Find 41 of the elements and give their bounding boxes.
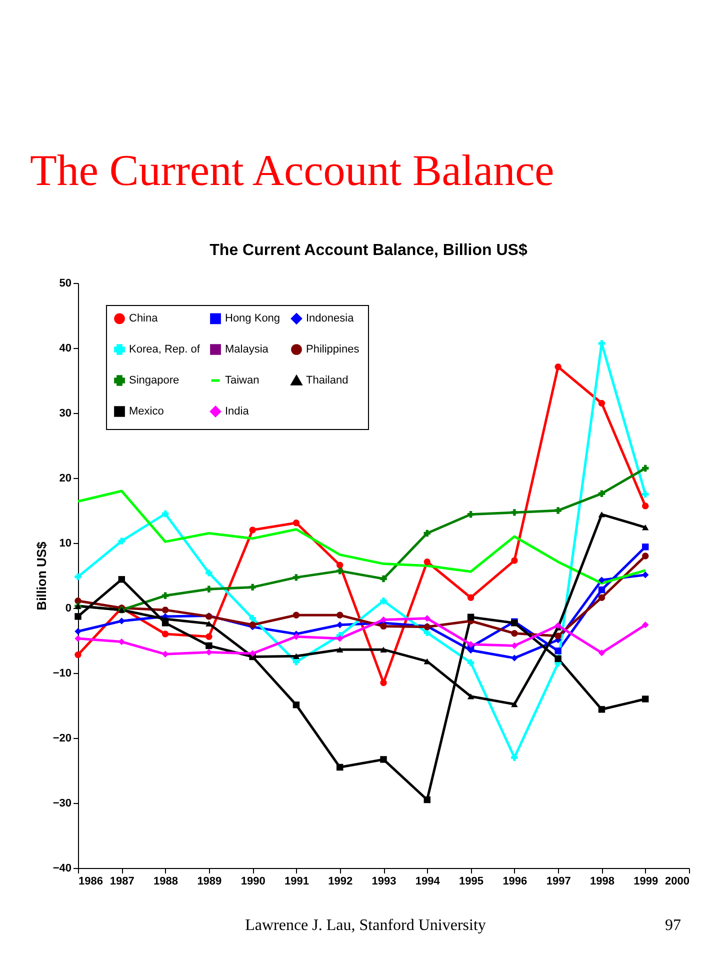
legend-label: Philippines xyxy=(306,344,360,356)
legend-label: Mexico xyxy=(129,406,164,418)
x-tick-label: 1987 xyxy=(110,876,134,888)
x-tick-label: 1992 xyxy=(328,876,353,888)
y-tick-label: 20 xyxy=(59,472,72,484)
x-tick-label: 1991 xyxy=(284,876,309,888)
y-tick-label: −30 xyxy=(52,798,72,810)
y-tick-label: −20 xyxy=(52,732,72,744)
legend-label: Korea, Rep. of xyxy=(129,344,201,356)
x-tick-label: 1993 xyxy=(372,876,396,888)
x-tick-label: 1994 xyxy=(415,876,441,888)
legend-label: Thailand xyxy=(306,374,348,386)
legend-label: Taiwan xyxy=(225,374,260,386)
x-tick-label: 1989 xyxy=(197,876,222,888)
legend-label: China xyxy=(129,312,159,325)
y-tick-label: 0 xyxy=(65,602,72,614)
x-tick-label: 1999 xyxy=(634,876,658,888)
legend-label: Indonesia xyxy=(306,312,355,325)
y-tick-label: 10 xyxy=(59,538,72,550)
x-tick-label: 1996 xyxy=(502,876,528,888)
x-tick-label: 1990 xyxy=(240,876,266,888)
text: 97 xyxy=(665,917,681,934)
y-axis-title: Billion US$ xyxy=(34,540,49,610)
legend-label: Singapore xyxy=(129,374,180,386)
y-tick-label: 40 xyxy=(59,342,72,354)
y-tick-label: 50 xyxy=(59,278,72,290)
text: Lawrence J. Lau, Stanford University xyxy=(245,917,486,934)
legend-label: Hong Kong xyxy=(225,312,280,325)
chart-title: The Current Account Balance xyxy=(30,146,554,195)
y-tick-label: −10 xyxy=(52,668,72,680)
y-tick-label: −40 xyxy=(52,862,72,874)
x-tick-label: 1988 xyxy=(154,876,178,888)
chart-subtitle: The Current Account Balance, Billion US$ xyxy=(210,242,528,259)
x-tick-label: 1986 xyxy=(78,876,103,888)
x-tick-label: 1998 xyxy=(590,876,614,888)
legend-label: India xyxy=(225,406,250,418)
x-tick-label: 1997 xyxy=(546,876,571,888)
y-tick-label: 30 xyxy=(59,408,72,420)
x-tick-label: 2000 xyxy=(665,876,690,888)
legend-label: Malaysia xyxy=(225,344,270,356)
x-tick-label: 1995 xyxy=(459,876,484,888)
